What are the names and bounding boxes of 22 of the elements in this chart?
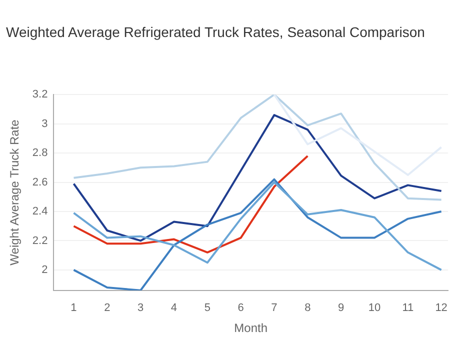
x-tick-label: 5 bbox=[204, 302, 210, 314]
x-tick-label: 10 bbox=[368, 302, 381, 314]
x-tick-label: 9 bbox=[338, 302, 344, 314]
y-axis-title: Weight Average Truck Rate bbox=[8, 119, 22, 266]
x-tick-label: 6 bbox=[238, 302, 244, 314]
x-tick-label: 8 bbox=[304, 302, 311, 314]
y-tick-label: 2.8 bbox=[32, 147, 48, 160]
y-tick-label: 2.2 bbox=[32, 234, 48, 247]
x-tick-label: 7 bbox=[271, 302, 278, 314]
x-axis-title: Month bbox=[234, 321, 268, 336]
chart-title: Weighted Average Refrigerated Truck Rates, Seasonal Comparison bbox=[6, 24, 425, 40]
y-tick-label: 2.4 bbox=[32, 206, 48, 218]
y-tick-label: 2.6 bbox=[32, 176, 48, 188]
y-tick-label: 3.2 bbox=[32, 88, 48, 101]
x-tick-label: 2 bbox=[104, 302, 110, 314]
x-tick-label: 3 bbox=[138, 302, 144, 314]
y-tick-label: 3 bbox=[42, 118, 48, 130]
x-tick-label: 4 bbox=[170, 302, 178, 314]
x-tick-label: 12 bbox=[435, 302, 448, 314]
x-tick-label: 1 bbox=[70, 302, 77, 314]
y-tick-label: 2 bbox=[42, 264, 48, 276]
x-tick-label: 11 bbox=[402, 302, 414, 314]
